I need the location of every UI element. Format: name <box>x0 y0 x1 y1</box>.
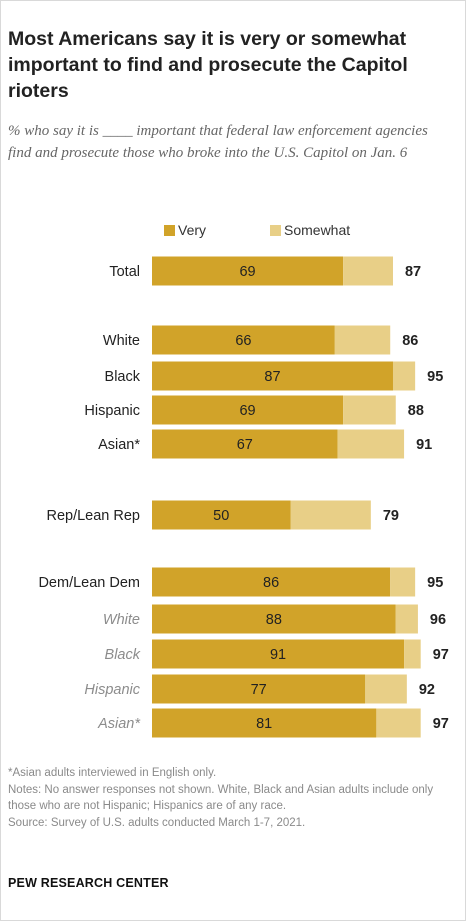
data-label-total: 86 <box>402 333 418 349</box>
data-label-total: 96 <box>430 612 446 628</box>
bar-somewhat <box>343 256 393 286</box>
footnote-asian: *Asian adults interviewed in English onl… <box>8 767 217 779</box>
bar-very <box>152 361 393 391</box>
legend-label-somewhat: Somewhat <box>284 222 351 238</box>
data-label-very: 91 <box>270 647 286 663</box>
legend-item-somewhat: Somewhat <box>270 222 350 238</box>
category-label: Asian* <box>98 437 140 453</box>
data-label-total: 79 <box>383 508 399 524</box>
data-label-very: 66 <box>235 333 251 349</box>
category-label: Black <box>105 369 141 385</box>
data-label-total: 97 <box>433 716 449 732</box>
legend-label-very: Very <box>178 222 207 238</box>
bar-somewhat <box>395 604 418 634</box>
data-label-very: 87 <box>264 369 280 385</box>
bar-somewhat <box>390 567 416 597</box>
category-label: Asian* <box>97 716 141 732</box>
footnote-notes: Notes: No answer responses not shown. Wh… <box>8 783 434 813</box>
data-label-total: 95 <box>427 575 443 591</box>
data-label-total: 92 <box>419 682 435 698</box>
category-label: Rep/Lean Rep <box>46 508 140 524</box>
data-label-very: 67 <box>237 437 253 453</box>
bar-very <box>152 674 366 704</box>
footnote-source: Source: Survey of U.S. adults conducted … <box>8 816 306 829</box>
data-label-very: 69 <box>239 264 255 280</box>
data-label-total: 95 <box>427 369 443 385</box>
footer-notes: *Asian adults interviewed in English onl… <box>8 765 458 831</box>
data-label-very: 69 <box>239 403 255 419</box>
bar-somewhat <box>404 639 421 669</box>
category-label: Hispanic <box>84 403 140 419</box>
bar-somewhat <box>334 325 391 355</box>
data-label-total: 87 <box>405 264 421 280</box>
bar-somewhat <box>290 500 371 530</box>
data-label-very: 88 <box>266 612 282 628</box>
bar-somewhat <box>337 429 405 459</box>
bar-very <box>152 500 291 530</box>
bar-very <box>152 567 391 597</box>
bar-very <box>152 604 396 634</box>
bar-somewhat <box>376 708 421 738</box>
bar-very <box>152 639 405 669</box>
legend-swatch-very <box>164 224 175 236</box>
brand-logo-text: PEW RESEARCH CENTER <box>8 876 169 890</box>
data-label-very: 86 <box>263 575 279 591</box>
data-label-total: 88 <box>408 403 424 419</box>
chart-title: Most Americans say it is very or somewha… <box>8 28 408 102</box>
category-label: White <box>103 612 140 628</box>
category-label: White <box>103 333 140 349</box>
category-label: Dem/Lean Dem <box>38 575 140 591</box>
category-label: Black <box>105 647 141 663</box>
category-label: Hispanic <box>84 682 140 698</box>
legend-swatch-somewhat <box>270 224 281 236</box>
legend-item-very: Very <box>164 222 206 238</box>
bar-very <box>152 325 335 355</box>
bar-very <box>152 429 338 459</box>
data-label-total: 97 <box>433 647 449 663</box>
data-label-total: 91 <box>416 437 432 453</box>
bar-somewhat <box>365 674 407 704</box>
bar-somewhat <box>392 361 416 391</box>
chart-subtitle: % who say it is ____ important that fede… <box>8 123 428 161</box>
bar-very <box>152 708 377 738</box>
data-label-very: 77 <box>251 682 267 698</box>
data-label-very: 81 <box>256 716 272 732</box>
bar-very <box>152 395 344 425</box>
bar-somewhat <box>343 395 396 425</box>
bar-very <box>152 256 344 286</box>
data-label-very: 50 <box>213 508 229 524</box>
category-label: Total <box>109 264 140 280</box>
